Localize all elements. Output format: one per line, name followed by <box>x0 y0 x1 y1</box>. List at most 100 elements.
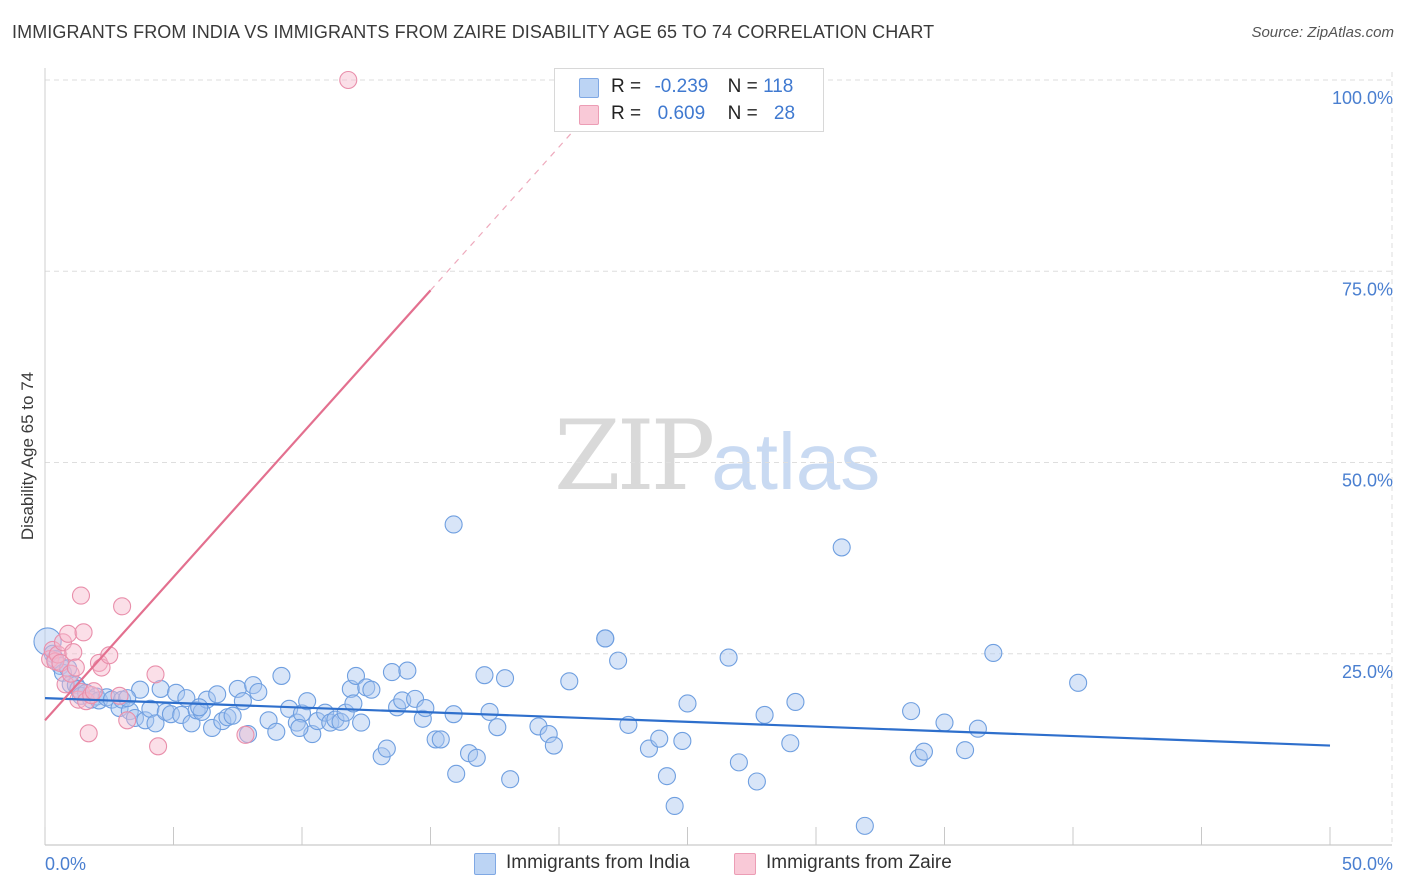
india-point <box>208 685 227 704</box>
legend-zaire-text: R = 0.609 N = 28 <box>611 103 795 125</box>
india-point <box>495 669 515 688</box>
india-point <box>382 663 402 682</box>
india-point <box>362 680 381 699</box>
india-point <box>968 719 987 738</box>
india-point <box>529 717 548 736</box>
zaire-point <box>71 586 91 605</box>
india-legend-swatch-icon <box>474 853 496 875</box>
india-point <box>267 722 286 741</box>
y-tick-label-100: 100.0% <box>1332 88 1393 108</box>
legend-india-text: R = -0.239 N = 118 <box>611 76 793 98</box>
india-point <box>755 705 774 725</box>
india-point <box>272 666 291 685</box>
india-point <box>786 692 805 711</box>
india-point <box>609 651 628 670</box>
zaire-point <box>56 675 75 694</box>
india-point <box>346 666 366 685</box>
watermark-zip: ZIP <box>554 400 715 512</box>
india-point <box>447 764 466 783</box>
india-point <box>596 629 615 648</box>
india-point <box>223 706 242 725</box>
india-point <box>747 772 766 791</box>
india-point <box>935 713 954 732</box>
india-point <box>151 679 170 698</box>
india-point <box>914 742 933 761</box>
india-point <box>131 680 150 699</box>
india-point <box>167 683 186 702</box>
source-credit: Source: ZipAtlas.com <box>1251 24 1394 41</box>
india-point <box>480 702 499 721</box>
india-point <box>902 702 921 721</box>
zaire-point <box>79 724 98 743</box>
india-point <box>352 713 371 732</box>
x-tick-label-min: 0.0% <box>45 854 86 874</box>
india-point <box>161 705 180 724</box>
india-trend-line <box>44 697 1331 747</box>
zaire-point <box>236 725 255 744</box>
india-point <box>321 713 340 732</box>
zaire-point <box>149 737 168 756</box>
india-point <box>719 648 738 667</box>
grid-lines <box>45 72 1393 845</box>
india-point <box>406 689 425 708</box>
watermark-atlas: atlas <box>711 417 881 506</box>
india-point <box>416 699 435 718</box>
india-point <box>141 699 160 718</box>
india-point <box>650 729 669 748</box>
bottom-legend-zaire-label: Immigrants from Zaire <box>766 852 952 873</box>
india-point <box>657 767 676 786</box>
india-point <box>488 718 507 737</box>
india-point <box>501 770 520 789</box>
zaire-point <box>118 711 137 730</box>
watermark: ZIPatlas <box>554 400 880 512</box>
legend-india-r-label: R = <box>611 76 642 97</box>
legend-india-n-value: 118 <box>763 76 794 97</box>
india-point <box>398 661 417 680</box>
legend-zaire-n-value: 28 <box>773 103 796 124</box>
chart-title: IMMIGRANTS FROM INDIA VS IMMIGRANTS FROM… <box>12 22 935 42</box>
x-tick-label-max: 50.0% <box>1342 854 1393 874</box>
correlation-legend: R = -0.239 N = 118 R = 0.609 N = 28 <box>554 68 824 132</box>
india-point <box>344 694 363 713</box>
india-point <box>444 515 463 534</box>
india-point <box>249 682 268 702</box>
zaire-point <box>100 646 119 665</box>
india-points <box>33 515 1088 835</box>
zaire-point <box>64 643 83 662</box>
india-point <box>146 714 165 733</box>
india-point <box>956 741 975 760</box>
zaire-point <box>66 658 85 677</box>
india-point <box>413 709 432 728</box>
zaire-trend-line <box>44 289 432 722</box>
axis-labels: 25.0% 50.0% 75.0% 100.0% 0.0% 50.0% Disability… <box>18 88 1393 874</box>
india-point <box>377 739 396 758</box>
trend-lines <box>44 117 1331 747</box>
legend-india-n-label: N = <box>727 76 758 97</box>
zaire-legend-swatch-icon <box>734 853 756 875</box>
india-point <box>136 711 155 730</box>
india-point <box>539 725 558 744</box>
india-point <box>729 753 748 772</box>
india-point <box>331 712 350 731</box>
india-point <box>855 816 874 835</box>
india-point <box>665 796 684 816</box>
zaire-trend-extension <box>430 117 586 291</box>
zaire-point <box>113 597 132 616</box>
zaire-point <box>339 70 358 90</box>
india-swatch-icon <box>579 78 599 98</box>
india-point <box>781 734 800 753</box>
india-point <box>475 666 494 685</box>
india-point <box>544 736 563 755</box>
zaire-point <box>59 624 78 643</box>
y-tick-label-25: 25.0% <box>1342 662 1393 682</box>
india-point <box>467 748 486 767</box>
legend-india-r-value: -0.239 <box>654 76 709 97</box>
india-point <box>298 692 317 711</box>
legend-zaire-r-value: 0.609 <box>657 103 706 124</box>
legend-zaire-r-label: R = <box>611 103 642 124</box>
zaire-point <box>146 665 165 684</box>
y-tick-label-75: 75.0% <box>1342 279 1393 299</box>
india-point <box>203 718 222 738</box>
india-point <box>290 718 309 738</box>
y-axis-label: Disability Age 65 to 74 <box>18 372 37 540</box>
